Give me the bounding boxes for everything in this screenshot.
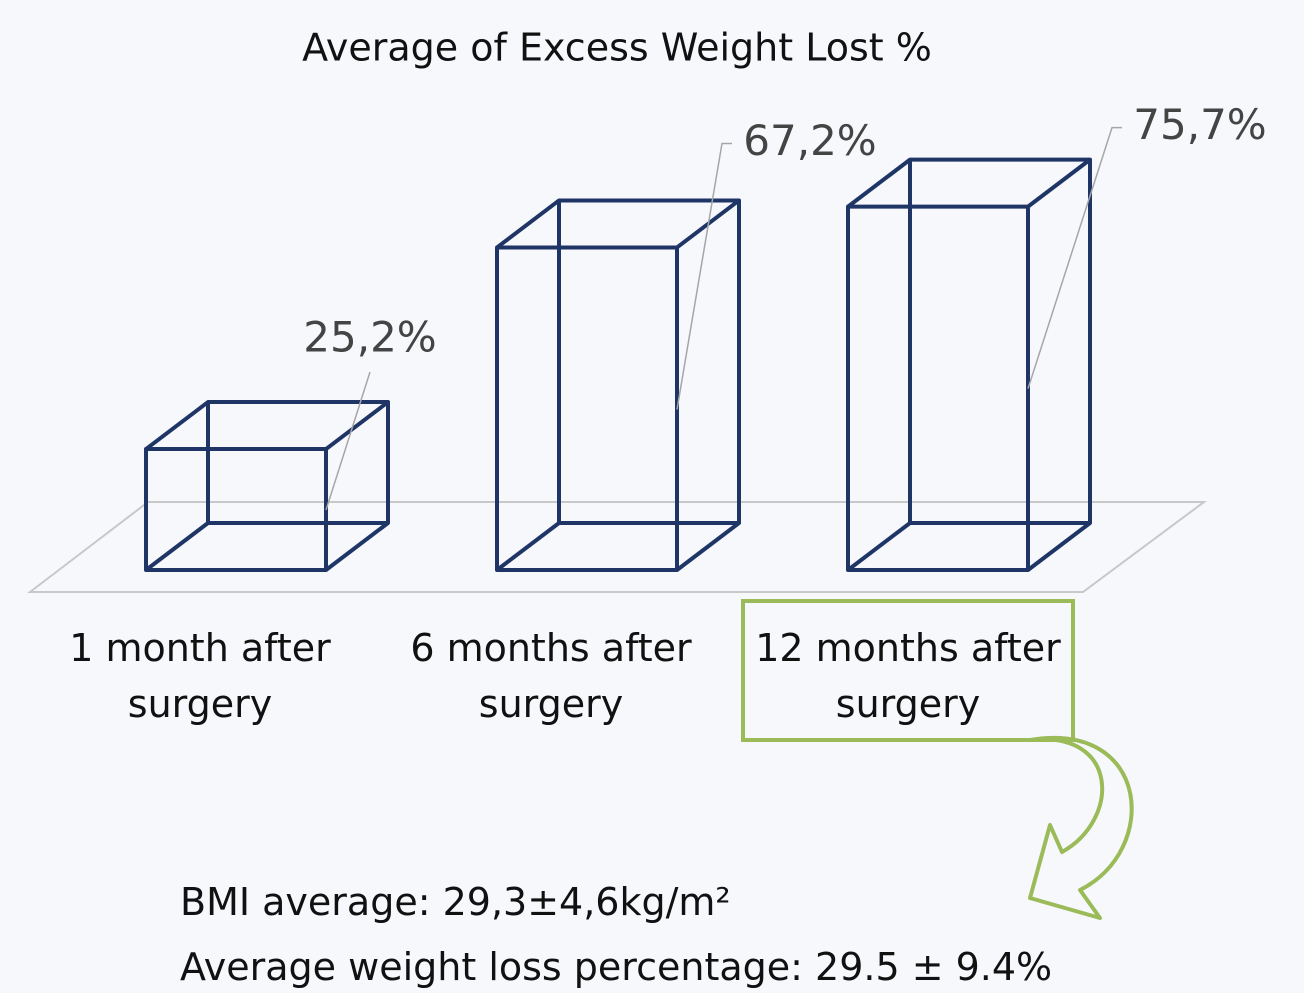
floor — [27, 501, 1208, 593]
chart-title: Average of Excess Weight Lost % — [302, 26, 932, 70]
leader-line — [676, 142, 732, 410]
bar — [846, 157, 1092, 572]
x-tick-label: 6 months after surgery — [410, 626, 692, 726]
highlight-box — [741, 599, 1075, 742]
bar — [495, 198, 741, 572]
data-label: 67,2% — [743, 116, 876, 165]
bar — [144, 400, 390, 572]
x-tick-label: 1 month after surgery — [69, 626, 331, 726]
data-label: 25,2% — [303, 313, 436, 362]
annotation: Average weight loss percentage: 29.5 ± 9… — [180, 945, 1053, 989]
annotation: BMI average: 29,3±4,6kg/m² — [180, 880, 731, 924]
leader-line — [1027, 126, 1122, 389]
leader-line — [325, 371, 371, 511]
arrow — [1028, 736, 1134, 920]
data-label: 75,7% — [1133, 100, 1266, 149]
x-tick-label: 12 months after surgery — [755, 626, 1061, 726]
